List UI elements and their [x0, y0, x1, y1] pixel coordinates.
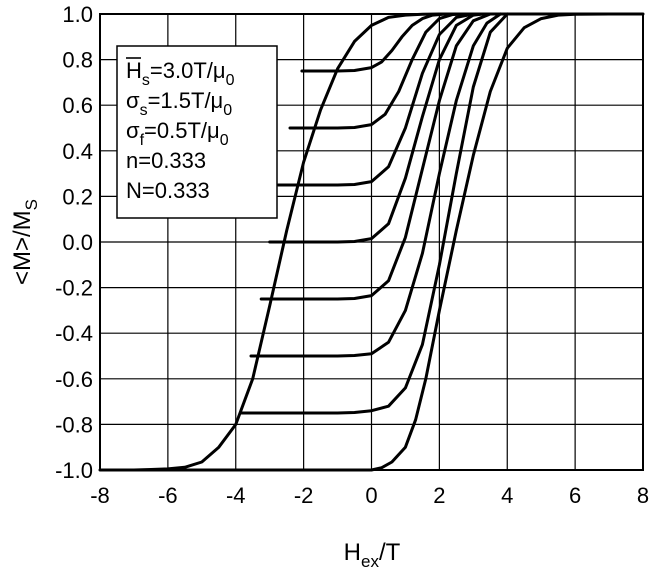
x-tick-label: 0: [365, 483, 377, 508]
y-tick-label: 0.6: [62, 93, 93, 118]
x-axis-label: Hex/T: [344, 539, 401, 571]
y-tick-label: 1.0: [62, 2, 93, 27]
series-line-4: [276, 12, 475, 187]
series-line-5: [268, 12, 485, 244]
x-tick-label: -4: [226, 483, 246, 508]
series-line-7: [249, 12, 502, 358]
y-tick-label: 0.4: [62, 139, 93, 164]
legend-line-1: σs=1.5T/μ0: [126, 88, 232, 119]
y-axis-label-main: <M>/M: [9, 210, 36, 285]
legend-line-0: Hs=3.0T/μ0: [126, 58, 235, 89]
y-tick-labels: -1.0 -0.8 -0.6 -0.4 -0.2 0.0 0.2 0.4 0.6 0.8 1.0: [55, 2, 93, 483]
x-tick-labels: -8 -6 -4 -2 0 2 4 6 8: [90, 483, 649, 508]
series-line-6: [259, 12, 492, 301]
legend-line-3: n=0.333: [126, 148, 206, 173]
y-axis-label-sub: S: [22, 199, 41, 210]
y-tick-label: 0.2: [62, 184, 93, 209]
legend-line-2: σf=0.5T/μ0: [126, 118, 229, 149]
plot-frame: [99, 13, 644, 471]
x-tick-label: 2: [433, 483, 445, 508]
x-tick-label: 4: [501, 483, 513, 508]
y-tick-label: -1.0: [55, 458, 93, 483]
x-tick-label: 8: [637, 483, 649, 508]
y-tick-label: -0.2: [55, 276, 93, 301]
y-tick-label: -0.6: [55, 367, 93, 392]
x-tick-label: -8: [90, 483, 110, 508]
x-axis-label-tail: /T: [379, 539, 401, 566]
series-line-3: [288, 12, 468, 130]
x-tick-label: -6: [158, 483, 178, 508]
y-tick-label: -0.8: [55, 412, 93, 437]
y-tick-label: 0.8: [62, 48, 93, 73]
legend-box: [116, 45, 278, 219]
legend-line-4: N=0.333: [126, 178, 210, 203]
x-tick-label: -2: [294, 483, 314, 508]
y-tick-label: 0.0: [62, 230, 93, 255]
y-axis-label: <M>/MS: [9, 199, 41, 285]
grid-lines: [99, 13, 644, 471]
series-line-8: [239, 12, 509, 415]
x-axis-label-main: H: [344, 539, 361, 566]
x-axis-label-sub: ex: [361, 552, 379, 571]
x-tick-label: 6: [569, 483, 581, 508]
y-tick-label: -0.4: [55, 321, 93, 346]
